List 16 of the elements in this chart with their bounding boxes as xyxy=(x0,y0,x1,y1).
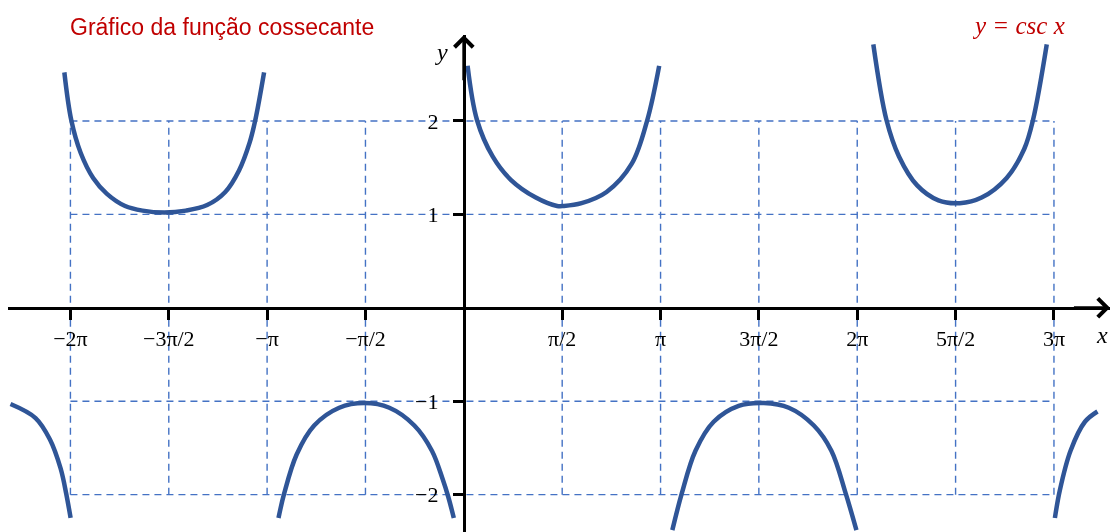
x-tick-label: 3π xyxy=(1042,326,1066,352)
x-tick-label: −π/2 xyxy=(345,326,386,352)
x-tick-label: −2π xyxy=(53,326,88,352)
y-tick-label: −1 xyxy=(415,388,439,414)
x-tick-label: −π xyxy=(255,326,279,352)
chart-title: Gráfico da função cossecante xyxy=(70,14,375,41)
y-axis-title: y xyxy=(435,39,448,65)
x-tick-label: π xyxy=(655,326,667,352)
x-tick-label: 5π/2 xyxy=(935,326,976,352)
x-tick-label: 2π xyxy=(846,326,869,352)
x-tick-label: 3π/2 xyxy=(739,326,779,352)
annotation: y = csc x xyxy=(972,12,1065,39)
x-axis-title: x xyxy=(1096,322,1108,348)
y-tick-label: −2 xyxy=(415,482,439,508)
x-tick-label: −3π/2 xyxy=(142,326,195,352)
x-tick-label: π/2 xyxy=(548,326,577,352)
